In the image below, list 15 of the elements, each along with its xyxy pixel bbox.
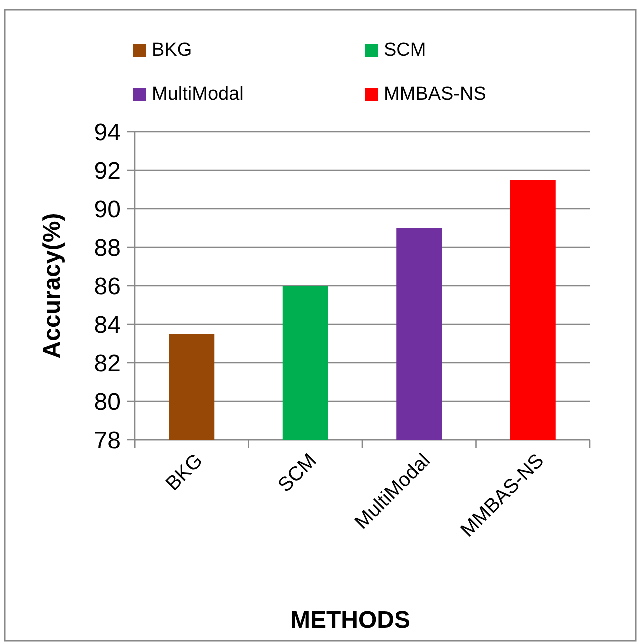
y-tick-label: 88: [94, 234, 121, 262]
y-tick-label: 82: [94, 350, 121, 378]
y-tick-label: 78: [94, 427, 121, 454]
legend-label: SCM: [384, 40, 426, 61]
y-axis-title: Accuracy(%): [39, 213, 66, 359]
legend-label: BKG: [152, 40, 192, 61]
y-tick-label: 86: [94, 273, 121, 300]
y-tick-label: 90: [94, 196, 121, 224]
y-tick-label: 80: [94, 388, 121, 416]
legend-label: MultiModal: [152, 84, 244, 105]
y-tick-label: 84: [94, 312, 121, 339]
y-tick-label: 94: [94, 119, 121, 146]
y-tick-label: 92: [94, 158, 121, 185]
legend-label: MMBAS-NS: [384, 84, 486, 105]
x-axis-title: METHODS: [290, 607, 410, 634]
